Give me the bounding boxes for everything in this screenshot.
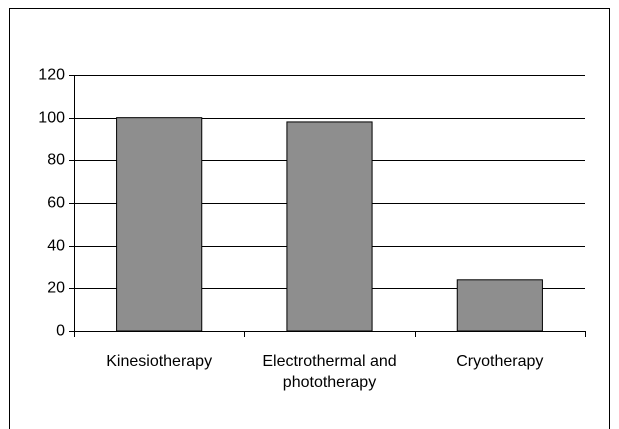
x-tick-label: Electrothermal and phototherapy bbox=[262, 353, 397, 391]
y-tick-label: 20 bbox=[47, 280, 65, 297]
x-tick-label: Kinesiotherapy bbox=[106, 353, 213, 370]
x-tick-label: Cryotherapy bbox=[456, 353, 544, 370]
bar bbox=[456, 279, 543, 332]
frame bbox=[9, 8, 610, 429]
y-tick-label: 40 bbox=[47, 238, 65, 255]
y-tick-label: 60 bbox=[47, 195, 65, 212]
y-tick-label: 0 bbox=[56, 323, 65, 340]
y-tick-label: 100 bbox=[38, 110, 65, 127]
bar bbox=[116, 117, 203, 332]
y-tick-label: 120 bbox=[38, 67, 65, 84]
y-tick-label: 80 bbox=[47, 152, 65, 169]
bar bbox=[286, 121, 373, 332]
